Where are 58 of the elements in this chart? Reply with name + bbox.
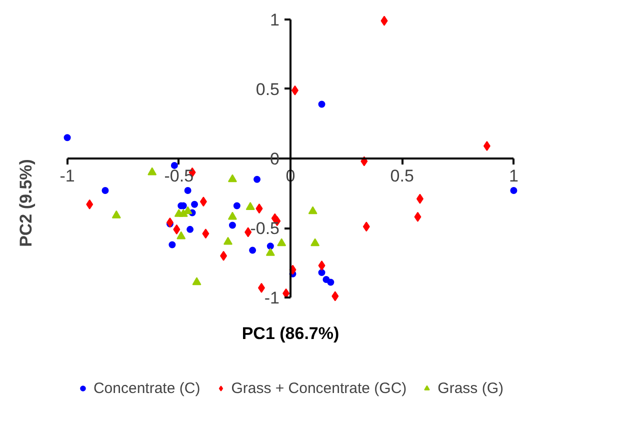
y-tick-label: -1 [264, 288, 280, 308]
point [266, 248, 275, 256]
point [249, 246, 256, 254]
legend-label: Grass (G) [438, 380, 504, 396]
point [266, 242, 274, 250]
x-tick-label: -1 [60, 166, 75, 186]
point [510, 186, 518, 194]
point [186, 226, 194, 233]
point [192, 277, 202, 286]
point [416, 194, 424, 204]
point [228, 222, 236, 229]
legend-label: Concentrate (C) [93, 380, 200, 396]
x-axis-title: PC1 (86.7%) [242, 324, 340, 344]
y-tick-label: -0.5 [250, 219, 280, 238]
x-tick-label: -0.5 [164, 166, 194, 186]
legend-label: Grass + Concentrate (GC) [231, 380, 407, 396]
point [200, 196, 207, 207]
point [148, 167, 157, 176]
point [318, 260, 326, 271]
point [202, 228, 210, 239]
point [176, 231, 186, 240]
point [327, 278, 334, 286]
point [246, 202, 255, 210]
point [362, 222, 370, 232]
point [256, 204, 263, 214]
point [220, 250, 228, 261]
y-tick-label: 1 [270, 10, 280, 30]
point [483, 140, 490, 151]
point [244, 227, 252, 238]
y-tick-label: 0.5 [256, 80, 280, 99]
point [173, 224, 180, 234]
point [332, 291, 339, 302]
point [228, 212, 237, 220]
point [291, 85, 298, 96]
point [86, 199, 94, 210]
point [310, 238, 320, 246]
point [224, 236, 232, 245]
point [414, 212, 422, 222]
point [254, 176, 261, 183]
point [380, 16, 388, 26]
point [191, 200, 198, 208]
point [258, 282, 265, 293]
y-axis-title: PC2 (9.5%) [16, 159, 36, 247]
point [170, 162, 178, 169]
point [318, 100, 326, 108]
point [64, 134, 71, 142]
point [166, 217, 174, 228]
point [168, 241, 176, 248]
point [112, 210, 121, 218]
point [102, 186, 109, 194]
x-tick-label: 0.5 [390, 166, 414, 186]
point [233, 202, 240, 210]
point [308, 206, 318, 214]
point [184, 186, 192, 194]
point [318, 269, 326, 276]
x-tick-label: 1 [508, 166, 518, 186]
point [228, 174, 237, 182]
point [277, 238, 286, 246]
